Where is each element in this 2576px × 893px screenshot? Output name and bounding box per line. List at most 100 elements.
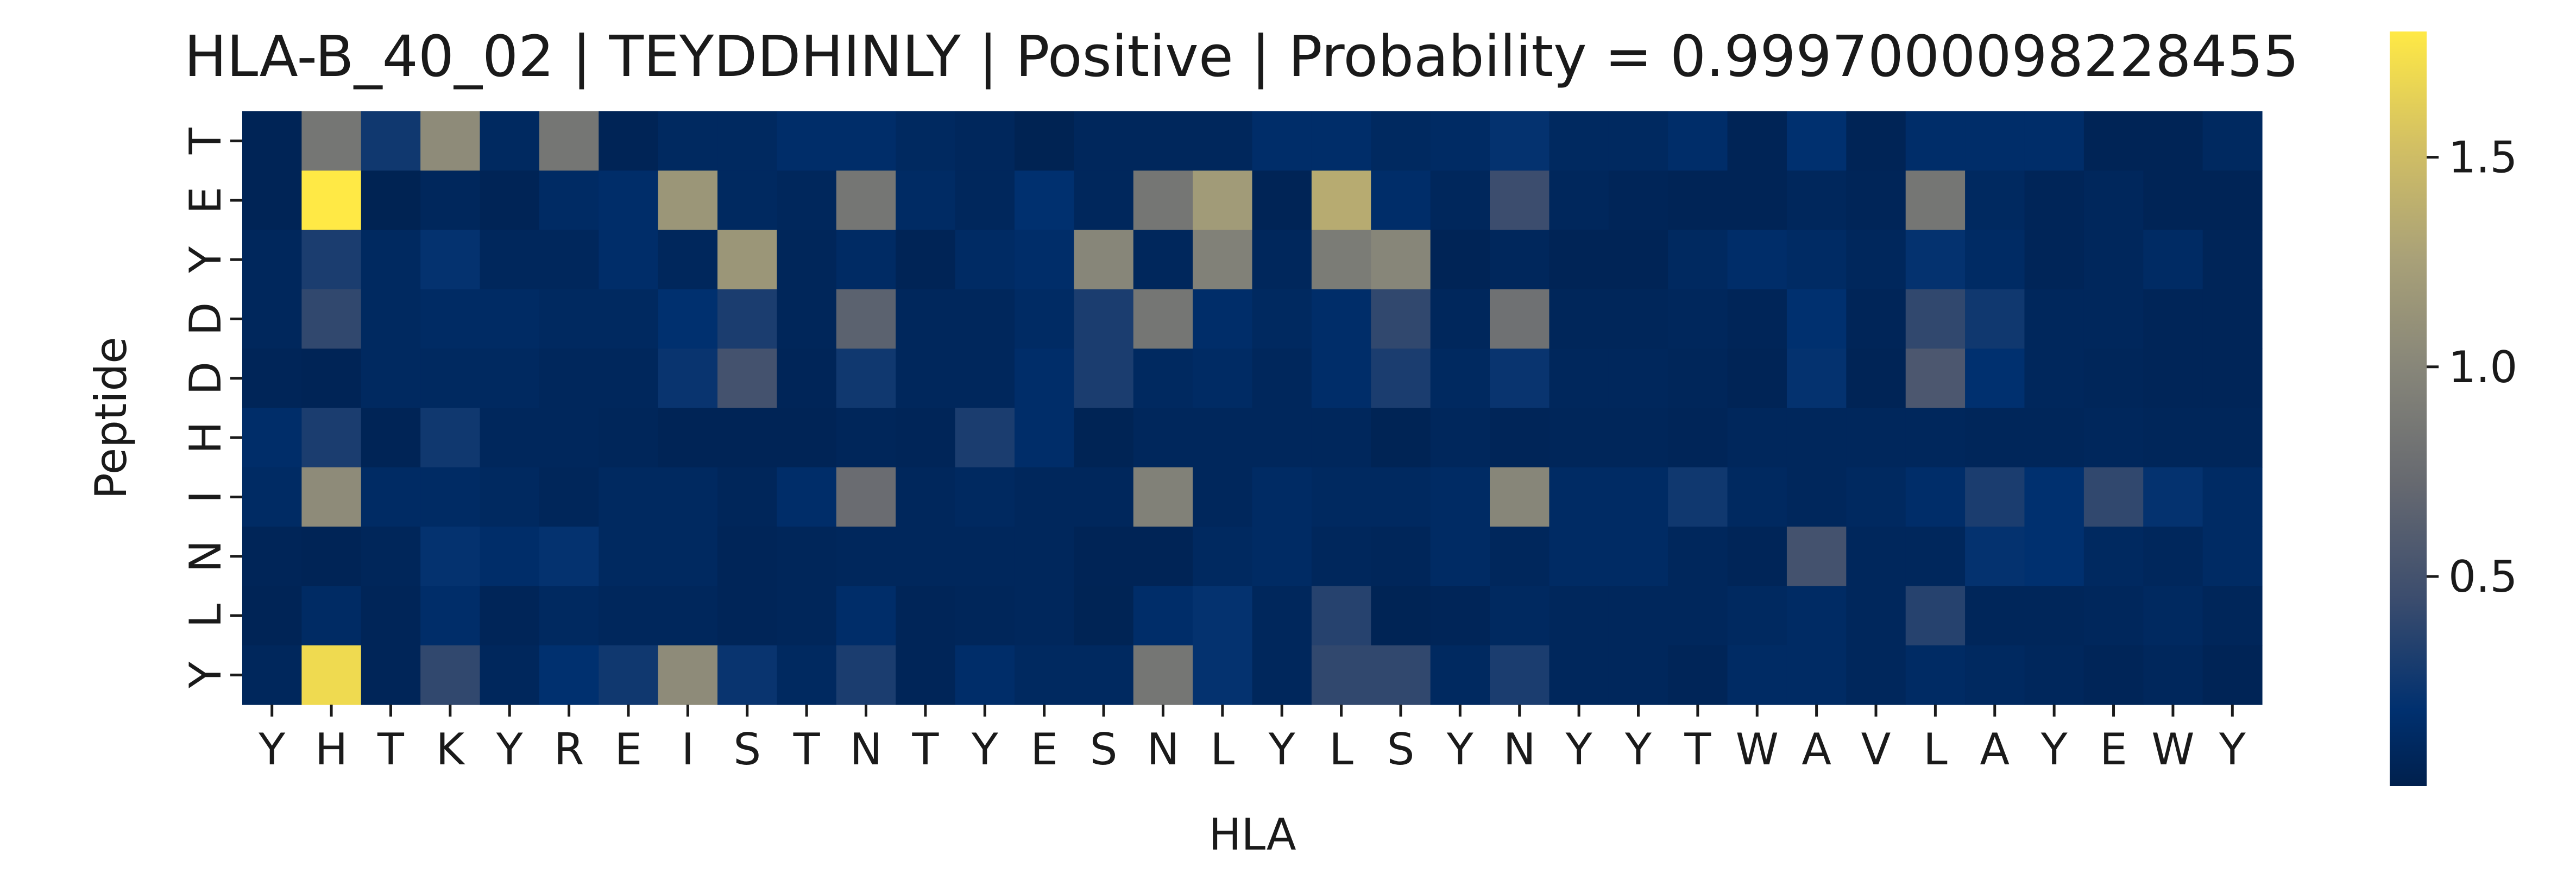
heatmap-cell — [1133, 527, 1193, 586]
x-tick-label: I — [682, 724, 695, 775]
heatmap-cell — [1311, 645, 1371, 705]
heatmap-cell — [301, 111, 362, 171]
y-axis-label: Peptide — [86, 337, 136, 499]
heatmap-cell — [1074, 111, 1134, 171]
heatmap-cell — [955, 289, 1015, 349]
heatmap-cell — [717, 111, 778, 171]
heatmap-cell — [1490, 230, 1550, 290]
heatmap-cell — [1430, 467, 1490, 527]
heatmap-cell — [1311, 408, 1371, 468]
heatmap-cell — [1786, 645, 1847, 705]
heatmap-cell — [1549, 170, 1609, 231]
heatmap-cell — [1133, 230, 1193, 290]
heatmap-cell — [2143, 349, 2203, 409]
heatmap-cell — [1014, 586, 1074, 646]
heatmap-cell — [1074, 230, 1134, 290]
heatmap-cell — [896, 111, 956, 171]
heatmap-cell — [955, 586, 1015, 646]
heatmap-cell — [1430, 527, 1490, 586]
heatmap-cell — [2202, 645, 2263, 705]
heatmap-cell — [836, 289, 896, 349]
heatmap-cell — [1193, 467, 1253, 527]
heatmap-cell — [1965, 111, 2025, 171]
heatmap-cell — [2083, 230, 2144, 290]
heatmap-cell — [361, 467, 421, 527]
heatmap-cell — [1133, 349, 1193, 409]
heatmap-cell — [2202, 527, 2263, 586]
heatmap-cell — [1668, 586, 1728, 646]
heatmap-cell — [896, 645, 956, 705]
x-tick-label: Y — [1446, 724, 1474, 775]
heatmap-cell — [420, 230, 481, 290]
x-tick-label: L — [1923, 724, 1948, 775]
x-tick-label: T — [377, 724, 405, 775]
heatmap-cell — [896, 289, 956, 349]
heatmap-cell — [1193, 170, 1253, 231]
heatmap-cell — [242, 408, 302, 468]
x-tick-label: E — [1030, 724, 1058, 775]
heatmap-cell — [1727, 230, 1787, 290]
heatmap-cell — [1549, 527, 1609, 586]
x-tick-label: E — [2100, 724, 2127, 775]
heatmap-cell — [1965, 527, 2025, 586]
heatmap-cell — [2024, 111, 2084, 171]
heatmap-cell — [1668, 408, 1728, 468]
heatmap-cell — [896, 230, 956, 290]
heatmap-cell — [955, 527, 1015, 586]
heatmap-cell — [2202, 170, 2263, 231]
heatmap-cell — [1014, 349, 1074, 409]
heatmap-cell — [1608, 111, 1668, 171]
heatmap-cell — [1430, 408, 1490, 468]
heatmap-cell — [717, 408, 778, 468]
heatmap-cell — [1905, 586, 1966, 646]
heatmap-cell — [242, 467, 302, 527]
heatmap-cell — [361, 230, 421, 290]
heatmap-cell — [480, 527, 540, 586]
heatmap-cell — [1311, 111, 1371, 171]
heatmap-cell — [1905, 170, 1966, 231]
heatmap-cell — [2143, 289, 2203, 349]
heatmap-cell — [361, 527, 421, 586]
heatmap-cell — [599, 645, 659, 705]
heatmap-cell — [1371, 230, 1431, 290]
heatmap-cell — [1846, 111, 1906, 171]
heatmap-cell — [1430, 170, 1490, 231]
heatmap-cell — [955, 170, 1015, 231]
heatmap-cell — [2143, 527, 2203, 586]
heatmap-cell — [539, 527, 599, 586]
x-tick-label: Y — [1268, 724, 1296, 775]
heatmap-cell — [2083, 586, 2144, 646]
heatmap-cell — [1371, 289, 1431, 349]
heatmap-cell — [2143, 170, 2203, 231]
heatmap-cell — [658, 230, 718, 290]
heatmap-cell — [1193, 527, 1253, 586]
heatmap-cell — [1252, 408, 1312, 468]
heatmap-cell — [1668, 111, 1728, 171]
heatmap-cell — [361, 408, 421, 468]
heatmap-cell — [1905, 230, 1966, 290]
x-tick-label: V — [1861, 724, 1891, 775]
y-tick-label: D — [180, 302, 231, 336]
heatmap-cell — [658, 111, 718, 171]
heatmap-cell — [539, 111, 599, 171]
heatmap-cell — [1786, 111, 1847, 171]
heatmap-cell — [1193, 349, 1253, 409]
heatmap-cell — [777, 586, 837, 646]
x-tick-label: Y — [1565, 724, 1593, 775]
heatmap-cell — [777, 230, 837, 290]
heatmap-cell — [1490, 467, 1550, 527]
heatmap-cell — [1786, 586, 1847, 646]
x-tick-label: Y — [258, 724, 286, 775]
chart-title: HLA-B_40_02 | TEYDDHINLY | Positive | Pr… — [184, 23, 2299, 90]
heatmap-cell — [1846, 289, 1906, 349]
heatmap-cell — [599, 527, 659, 586]
y-tick-label: Y — [180, 246, 231, 274]
heatmap-cell — [1965, 645, 2025, 705]
heatmap-cell — [2024, 289, 2084, 349]
heatmap-cell — [2202, 408, 2263, 468]
heatmap-cell — [658, 349, 718, 409]
heatmap-cell — [1786, 170, 1847, 231]
heatmap-cell — [480, 230, 540, 290]
